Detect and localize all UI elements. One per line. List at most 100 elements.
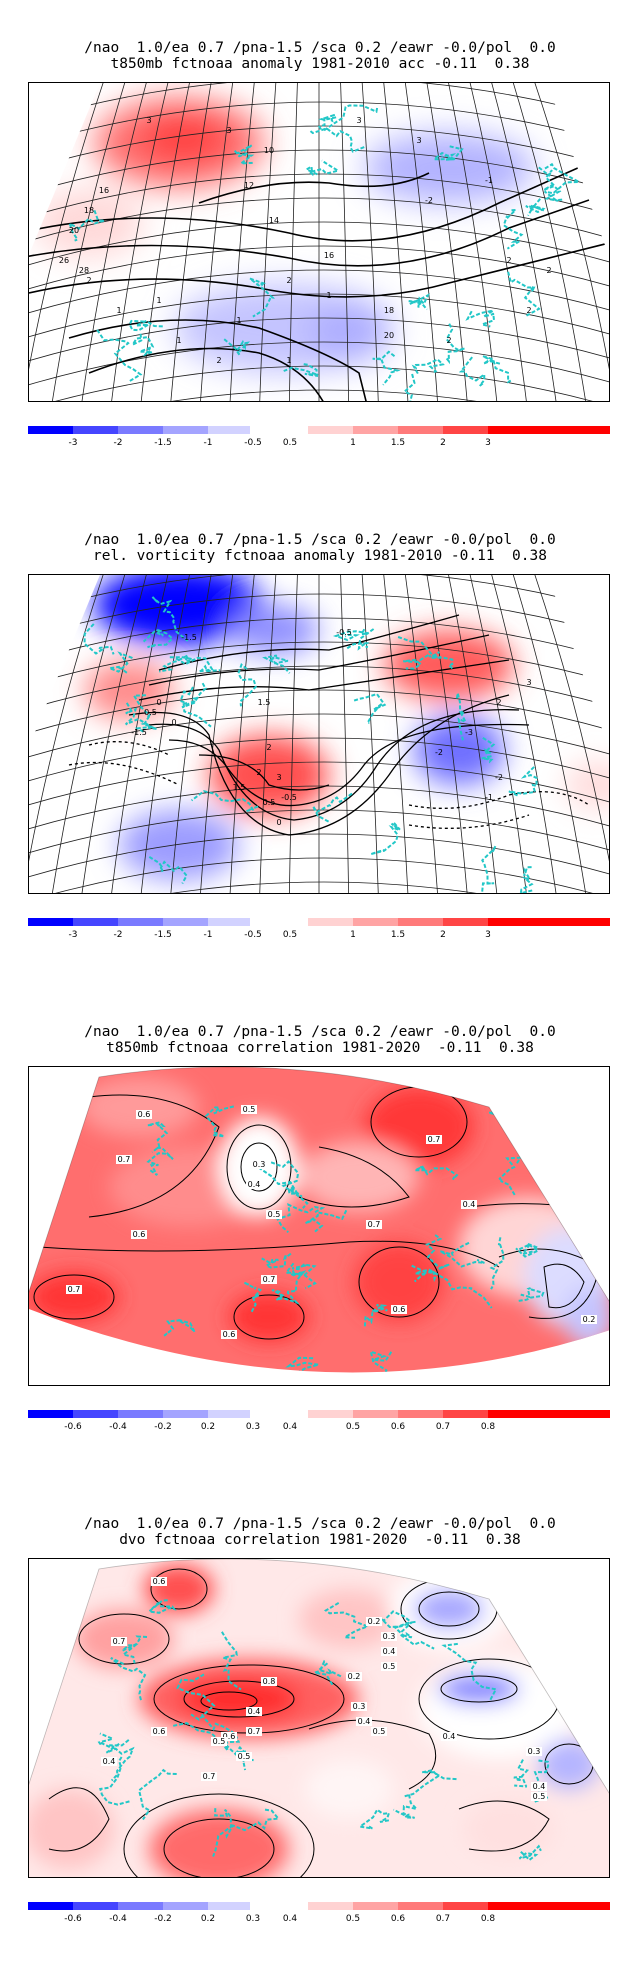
colorbar-segment [118, 1410, 163, 1418]
contour-label: 0.3 [528, 1747, 541, 1756]
contour-label: 0.4 [248, 1707, 261, 1716]
contour-label-bg [201, 1772, 217, 1781]
colorbar-tick-label: 0.4 [282, 1914, 298, 1924]
grid-parallel [29, 173, 609, 230]
contour-label: 2 [216, 356, 221, 365]
contour-label-bg [246, 1727, 262, 1736]
colorbar-tick-label: -0.5 [244, 438, 262, 448]
colorbar-segment [443, 426, 488, 434]
grid-parallel [29, 833, 609, 890]
coastline [370, 822, 401, 856]
contour-label: 3 [356, 116, 361, 125]
contour-label: 2 [286, 276, 291, 285]
grid-meridian [506, 83, 590, 401]
contour-label: 0.8 [263, 1677, 276, 1686]
colorbar-tick-label: -0.4 [109, 1914, 127, 1924]
contour-label: 0.2 [583, 1315, 596, 1324]
colorbar-tick-label: -0.6 [64, 1422, 82, 1432]
coastline [99, 1756, 131, 1806]
colorbar-segment [28, 918, 73, 926]
coastline [502, 208, 524, 250]
contour-label: 3 [146, 116, 151, 125]
contour-label-bg [371, 1727, 387, 1736]
grid-meridian [423, 83, 470, 401]
grid-meridian [138, 575, 194, 893]
contour-label-bg [381, 1662, 397, 1671]
contour-label: 0.6 [223, 1732, 236, 1741]
coastline [513, 1759, 530, 1788]
colorbar-tick-label: 0.8 [480, 1914, 496, 1924]
contour-label: 0.6 [393, 1305, 406, 1314]
coastline [489, 1237, 505, 1290]
coastline [413, 1268, 438, 1283]
grid-parallel [29, 365, 609, 401]
grid-parallel [29, 269, 609, 326]
colorbar-segment [208, 1902, 250, 1910]
contour-label-bg [346, 1672, 362, 1681]
contour-label: 3 [276, 773, 281, 782]
contour-label: 0.4 [443, 1732, 456, 1741]
colorbar-segment [308, 426, 353, 434]
contour-label: 0.4 [533, 1782, 546, 1791]
coastline [262, 654, 291, 674]
contour-label: 0.5 [263, 798, 276, 807]
coastline [284, 1262, 307, 1292]
colorbar-tick-label: 1 [350, 438, 356, 448]
coastline [393, 1794, 420, 1819]
coastline [129, 333, 155, 357]
contour-label: 1 [236, 316, 241, 325]
panel-title-line1: /nao 1.0/ea 0.7 /pna-1.5 /sca 0.2 /eawr … [84, 1024, 556, 1040]
contour-label: 0.4 [383, 1647, 396, 1656]
colorbar-segment [163, 1410, 208, 1418]
grid-meridian [485, 575, 560, 893]
contour-label: 10 [264, 146, 274, 155]
contour-label-bg [221, 1330, 237, 1339]
colorbar-tick-label: -3 [68, 438, 78, 448]
contour-label-bg [111, 1637, 127, 1646]
contour-label: 0 [171, 718, 176, 727]
colorbar-tick-label: 0.5 [345, 1914, 361, 1924]
contour-label-bg [391, 1305, 407, 1314]
contour-label-bg [356, 1717, 372, 1726]
grid-meridian [339, 83, 350, 401]
colorbar-tick-label: 0.5 [282, 930, 298, 940]
colorbar-tick-label: 2 [440, 930, 446, 940]
contour-label-bg [461, 1200, 477, 1209]
coastline [481, 736, 496, 764]
coastline [148, 856, 188, 884]
grid-parallel [29, 857, 609, 893]
panel-t850-correlation: /nao 1.0/ea 0.7 /pna-1.5 /sca 0.2 /eawr … [0, 1024, 640, 1444]
contour-label: 0.4 [248, 1180, 261, 1189]
contour-label-bg [581, 1315, 597, 1324]
colorbar: -3 -2 -1.5 -1 -0.5 0.5 1 1.5 2 3 [28, 426, 610, 454]
colorbar-tick-label: 0.3 [245, 1422, 261, 1432]
contour-label: 16 [99, 186, 109, 195]
contour-label-bg [441, 1732, 457, 1741]
panel-title-line1: /nao 1.0/ea 0.7 /pna-1.5 /sca 0.2 /eawr … [84, 1516, 556, 1532]
coastline [482, 355, 512, 384]
coastline [276, 1203, 326, 1233]
grid-meridian [464, 83, 530, 401]
contour-label: 0.7 [368, 1220, 381, 1229]
coastline [151, 596, 189, 642]
colorbar-tick-label: 2 [440, 438, 446, 448]
contour-label-bg [246, 1707, 262, 1716]
colorbar-tick-label: 3 [485, 438, 491, 448]
grid-meridian [29, 83, 111, 401]
coastline [179, 686, 212, 728]
colorbar-tick-label: 0.2 [200, 1422, 216, 1432]
coastline [233, 144, 255, 165]
contour-label: 0.5 [238, 1752, 251, 1761]
grid-meridian [228, 83, 257, 401]
contour-label-bg [101, 1757, 117, 1766]
contour-label: 26 [59, 256, 69, 265]
colorbar-segment [118, 1902, 163, 1910]
contour-label: 20 [69, 226, 79, 235]
colorbar: -0.6 -0.4 -0.2 0.2 0.3 0.4 0.5 0.6 0.7 0.8 [28, 1410, 610, 1438]
coastline [515, 1242, 541, 1258]
contour-label: 0.7 [263, 1275, 276, 1284]
contour-label: 0.7 [113, 1637, 126, 1646]
contour-label: 18 [84, 206, 94, 215]
coastline [271, 1289, 300, 1305]
colorbar: -0.6 -0.4 -0.2 0.2 0.3 0.4 0.5 0.6 0.7 0.8 [28, 1902, 610, 1930]
